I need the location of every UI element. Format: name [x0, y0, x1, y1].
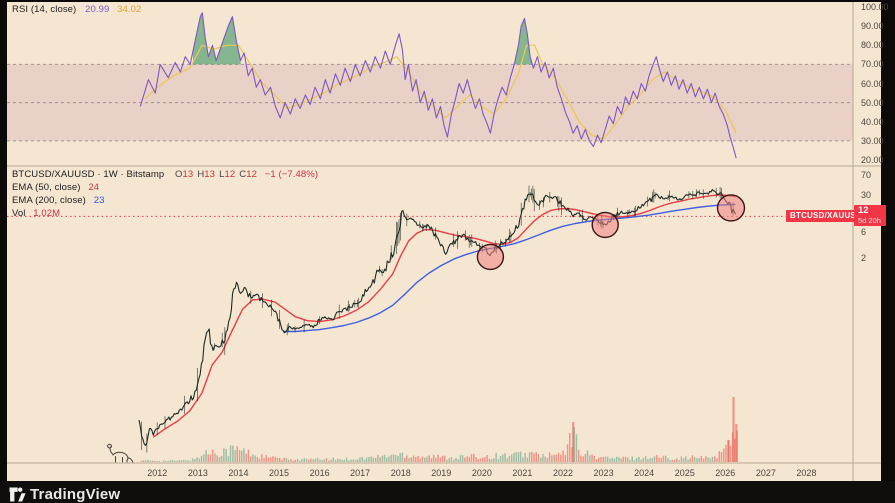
rsi-tick-100: 100.00 [861, 2, 889, 12]
price-tick-70: 70 [861, 170, 872, 181]
footer-bar: TradingView [0, 481, 895, 503]
rsi-tick-20: 20.00 [861, 155, 884, 165]
ema50-legend[interactable]: EMA (50, close) 24 [12, 182, 99, 193]
rsi-tick-60: 60.00 [861, 78, 884, 89]
rsi-tick-80: 80.00 [861, 40, 884, 51]
year-tick-2025: 2025 [674, 468, 695, 478]
ema200-label: EMA (200, close) [12, 195, 86, 206]
chart-surface[interactable] [7, 2, 881, 481]
price-tick-2: 2 [861, 252, 867, 263]
symbol-title: BTCUSD/XAUUSD · 1W · Bitstamp [12, 169, 165, 180]
rsi-ma-value: 34.02 [117, 4, 142, 15]
ohlc-val: 12 [246, 169, 257, 180]
year-tick-2013: 2013 [187, 468, 208, 478]
year-tick-2017: 2017 [350, 468, 371, 478]
year-tick-2014: 2014 [228, 468, 249, 478]
ohlc-key: L [219, 169, 225, 180]
year-tick-2024: 2024 [634, 468, 655, 478]
vol-value: 1.02M [33, 208, 61, 219]
rsi-tick-30: 30.00 [861, 135, 884, 146]
rsi-value: 20.99 [85, 4, 110, 15]
series-price-label: BTCUSD/XAUUSD [786, 210, 866, 223]
price-tick-6: 6 [861, 227, 867, 238]
rsi-tick-40: 40.00 [861, 116, 884, 127]
ema50-value: 24 [88, 182, 100, 193]
year-tick-2016: 2016 [309, 468, 330, 478]
tradingview-logo-icon[interactable] [9, 487, 26, 502]
ohlc-val: 13 [182, 169, 194, 180]
year-tick-2020: 2020 [471, 468, 492, 478]
vol-label: Vol [12, 208, 26, 219]
last-price-badge: 12 5d 20h [854, 205, 886, 227]
ohlc-key: H [197, 169, 205, 180]
rsi-legend-label: RSI (14, close) [12, 4, 77, 15]
year-tick-2028: 2028 [796, 468, 817, 478]
year-tick-2018: 2018 [390, 468, 411, 478]
price-tick-30: 30 [861, 190, 872, 200]
year-tick-2012: 2012 [147, 468, 168, 478]
last-price-value: 12 [858, 205, 869, 217]
year-tick-2023: 2023 [593, 468, 614, 478]
ohlc-val: 13 [204, 169, 216, 180]
rsi-legend[interactable]: RSI (14, close) 20.99 34.02 [12, 4, 141, 15]
ohlc-values: O13 H13 L12 C12 [171, 169, 257, 180]
year-tick-2022: 2022 [552, 468, 574, 478]
ohlc-key: C [239, 169, 247, 180]
year-tick-2027: 2027 [755, 468, 776, 478]
change-value: −1 (−7.48%) [264, 169, 319, 180]
bar-countdown: 5d 20h [858, 216, 881, 226]
rsi-tick-50: 50.00 [861, 97, 884, 108]
year-tick-2021: 2021 [512, 468, 533, 478]
ohlc-key: O [175, 169, 183, 180]
tradingview-wordmark[interactable]: TradingView [30, 486, 121, 503]
year-tick-2019: 2019 [431, 468, 452, 478]
ema50-label: EMA (50, close) [12, 182, 81, 193]
ema200-value: 23 [93, 195, 105, 206]
year-tick-2026: 2026 [715, 468, 736, 478]
rsi-tick-90: 90.00 [861, 21, 884, 32]
ema200-legend[interactable]: EMA (200, close) 23 [12, 195, 104, 206]
rsi-tick-70: 70.00 [861, 59, 884, 70]
symbol-legend[interactable]: BTCUSD/XAUUSD · 1W · Bitstamp O13 H13 L12 C… [12, 169, 318, 180]
ohlc-val: 12 [224, 169, 236, 180]
year-tick-2015: 2015 [268, 468, 290, 478]
volume-legend[interactable]: Vol 1.02M [12, 208, 60, 219]
